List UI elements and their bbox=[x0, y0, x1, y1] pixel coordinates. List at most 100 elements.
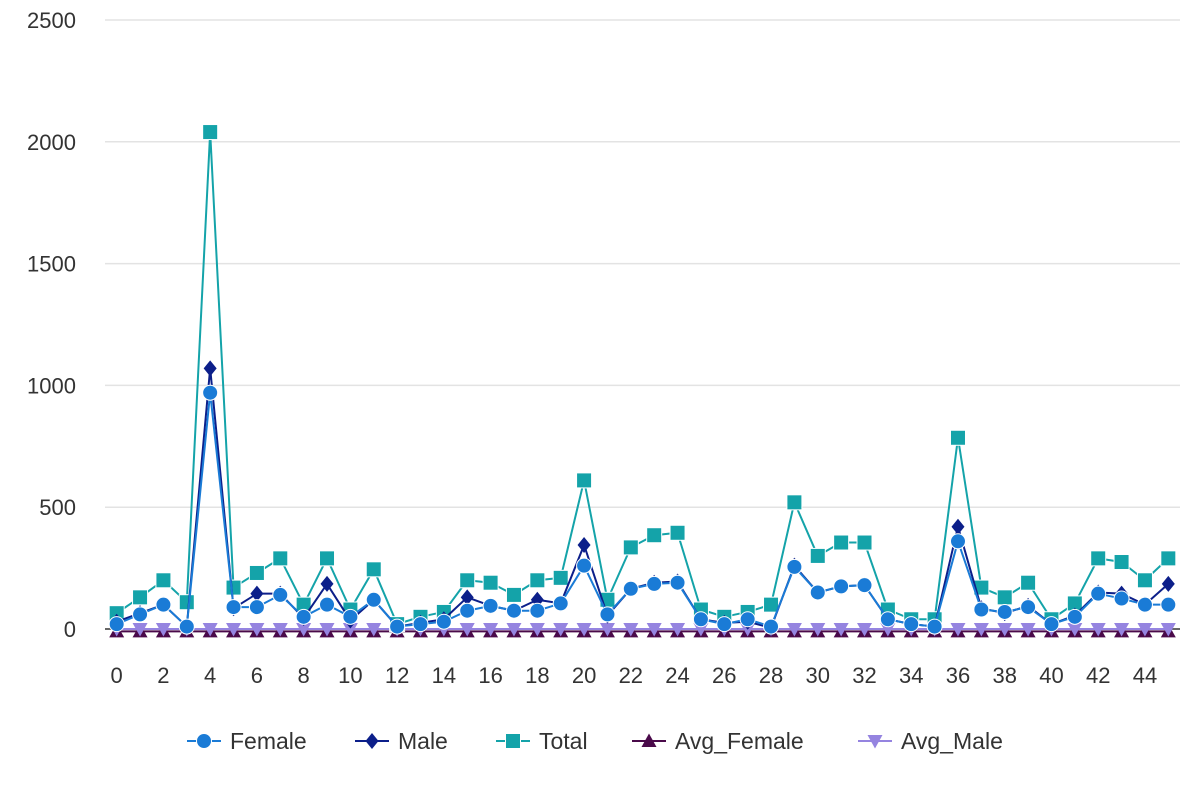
data-point-female bbox=[599, 606, 616, 623]
x-tick-label: 44 bbox=[1133, 663, 1157, 688]
x-tick-label: 20 bbox=[572, 663, 596, 688]
data-point-total bbox=[272, 550, 289, 567]
series-female bbox=[108, 384, 1177, 635]
x-tick-label: 30 bbox=[806, 663, 830, 688]
data-point-female bbox=[108, 616, 125, 633]
y-tick-label: 500 bbox=[39, 495, 76, 520]
data-point-avg-male bbox=[319, 623, 335, 637]
data-point-female bbox=[622, 580, 639, 597]
data-point-avg-male bbox=[529, 623, 545, 637]
data-point-female bbox=[786, 558, 803, 575]
series-male bbox=[110, 360, 1175, 636]
data-point-female bbox=[435, 613, 452, 630]
data-point-avg-male bbox=[740, 623, 756, 637]
x-tick-label: 2 bbox=[157, 663, 169, 688]
x-tick-label: 26 bbox=[712, 663, 736, 688]
data-point-avg-male bbox=[553, 623, 569, 637]
data-point-male bbox=[577, 536, 591, 553]
legend-item-total[interactable]: Total bbox=[496, 728, 588, 754]
data-point-total bbox=[763, 596, 780, 613]
legend-label: Total bbox=[539, 728, 588, 754]
legend-item-male[interactable]: Male bbox=[355, 728, 448, 754]
data-point-female bbox=[459, 602, 476, 619]
data-point-avg-male bbox=[833, 623, 849, 637]
data-point-avg-male bbox=[132, 623, 148, 637]
data-point-avg-male bbox=[623, 623, 639, 637]
data-point-avg-male bbox=[296, 623, 312, 637]
legend-marker-male bbox=[365, 733, 379, 749]
data-point-female bbox=[178, 618, 195, 635]
data-point-female bbox=[926, 618, 943, 635]
data-point-female bbox=[763, 618, 780, 635]
data-point-avg-male bbox=[599, 623, 615, 637]
series-avg-female bbox=[109, 623, 1176, 638]
data-point-female bbox=[319, 596, 336, 613]
data-point-male bbox=[250, 585, 264, 602]
data-point-female bbox=[856, 577, 873, 594]
legend-item-female[interactable]: Female bbox=[187, 728, 307, 754]
series-line-total bbox=[116, 131, 1169, 626]
x-tick-label: 24 bbox=[665, 663, 689, 688]
series-total bbox=[108, 124, 1177, 633]
x-tick-label: 0 bbox=[111, 663, 123, 688]
data-point-female bbox=[949, 533, 966, 550]
data-point-avg-male bbox=[857, 623, 873, 637]
data-point-total bbox=[459, 572, 476, 589]
x-tick-label: 42 bbox=[1086, 663, 1110, 688]
data-point-avg-male bbox=[506, 623, 522, 637]
data-point-total bbox=[996, 589, 1013, 606]
data-point-total bbox=[202, 124, 219, 141]
legend[interactable]: Female Male Total Avg_Female Avg_Male bbox=[187, 728, 1003, 754]
y-tick-label: 1500 bbox=[27, 252, 76, 277]
data-point-female bbox=[1136, 596, 1153, 613]
data-point-female bbox=[412, 616, 429, 633]
legend-label: Avg_Male bbox=[901, 728, 1003, 754]
data-point-total bbox=[1090, 550, 1107, 567]
x-tick-label: 38 bbox=[992, 663, 1016, 688]
y-tick-label: 2000 bbox=[27, 130, 76, 155]
data-point-avg-male bbox=[646, 623, 662, 637]
data-point-female bbox=[646, 575, 663, 592]
data-point-total bbox=[178, 594, 195, 611]
legend-marker-total bbox=[505, 733, 521, 749]
x-axis: 0 2 4 6 8 10 12 14 16 18 20 22 24 26 28 30 32 34 36 38 40 42 4… bbox=[111, 663, 1158, 688]
data-point-female bbox=[1090, 585, 1107, 602]
data-point-avg-male bbox=[950, 623, 966, 637]
x-tick-label: 36 bbox=[946, 663, 970, 688]
x-tick-label: 4 bbox=[204, 663, 216, 688]
x-tick-label: 32 bbox=[852, 663, 876, 688]
data-point-female bbox=[482, 597, 499, 614]
data-point-total bbox=[552, 569, 569, 586]
x-tick-label: 10 bbox=[338, 663, 362, 688]
data-point-total bbox=[155, 572, 172, 589]
data-point-total bbox=[949, 429, 966, 446]
legend-item-avg-female[interactable]: Avg_Female bbox=[632, 728, 804, 754]
data-point-female bbox=[973, 601, 990, 618]
y-tick-label: 2500 bbox=[27, 8, 76, 33]
data-point-total bbox=[529, 572, 546, 589]
data-point-avg-male bbox=[366, 623, 382, 637]
y-tick-label: 1000 bbox=[27, 373, 76, 398]
data-point-female bbox=[692, 611, 709, 628]
data-point-female bbox=[1020, 599, 1037, 616]
data-point-total bbox=[1113, 554, 1130, 571]
data-point-female bbox=[716, 616, 733, 633]
grid-lines bbox=[105, 19, 1180, 630]
y-axis: 0 500 1000 1500 2000 2500 bbox=[27, 8, 76, 642]
data-point-female bbox=[248, 599, 265, 616]
data-point-avg-male bbox=[880, 623, 896, 637]
data-point-avg-male bbox=[1090, 623, 1106, 637]
legend-item-avg-male[interactable]: Avg_Male bbox=[858, 728, 1003, 754]
data-point-male bbox=[951, 518, 965, 535]
data-point-total bbox=[1020, 574, 1037, 591]
data-point-female bbox=[365, 591, 382, 608]
data-point-avg-male bbox=[483, 623, 499, 637]
x-tick-label: 28 bbox=[759, 663, 783, 688]
x-tick-label: 8 bbox=[298, 663, 310, 688]
data-point-total bbox=[833, 534, 850, 551]
x-tick-label: 12 bbox=[385, 663, 409, 688]
legend-label: Male bbox=[398, 728, 448, 754]
data-point-total bbox=[365, 561, 382, 578]
data-point-male bbox=[203, 360, 217, 377]
